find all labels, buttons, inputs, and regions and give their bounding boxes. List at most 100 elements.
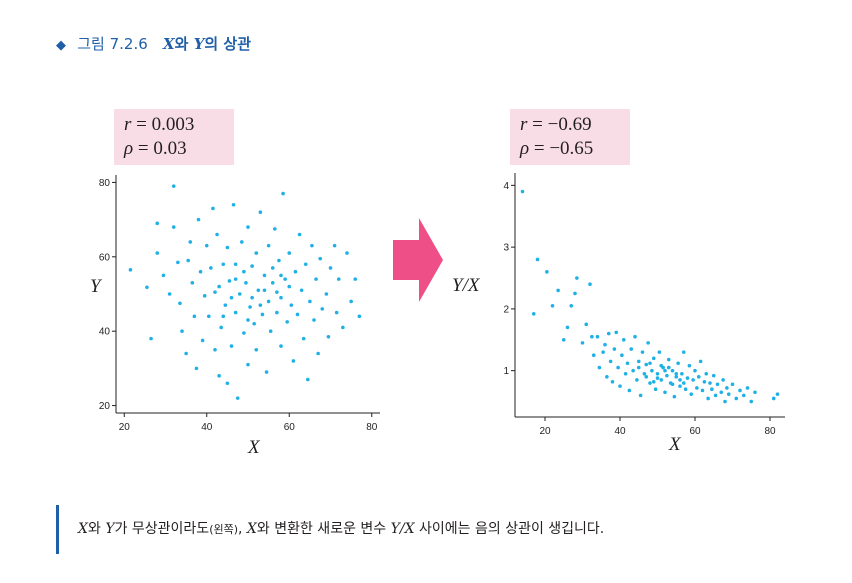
scatter-point <box>696 375 701 379</box>
footnote-t3: , <box>238 521 247 537</box>
scatter-point <box>231 202 236 207</box>
scatter-point <box>314 277 318 281</box>
scatter-point <box>730 382 735 387</box>
scatter-point <box>644 375 649 379</box>
scatter-point <box>283 277 287 281</box>
scatter-point <box>285 320 289 324</box>
scatter-point <box>775 392 780 396</box>
footnote-t2: 가 무상관이라도 <box>114 521 210 537</box>
scatter-point <box>681 350 686 354</box>
scatter-point <box>171 225 176 229</box>
scatter-point <box>145 285 149 290</box>
scatter-point <box>674 375 679 379</box>
scatter-point <box>640 350 645 354</box>
scatter-point <box>636 365 641 370</box>
scatter-point <box>161 273 166 278</box>
scatter-point <box>258 210 263 214</box>
scatter-point <box>332 243 337 248</box>
footnote-y1: Y <box>105 521 115 537</box>
scatter-point <box>749 399 754 404</box>
scatter-point <box>178 301 182 306</box>
scatter-point <box>676 361 680 366</box>
scatter-point <box>229 295 234 300</box>
scatter-point <box>680 371 684 376</box>
y-tick-label: 3 <box>503 243 509 254</box>
scatter-point <box>573 291 577 296</box>
footnote-t5: 사이에는 음의 상관이 생깁니다. <box>414 521 605 537</box>
scatter-point <box>209 266 213 270</box>
scatter-point <box>221 262 226 267</box>
scatter-point <box>248 305 252 309</box>
scatter-point <box>588 282 592 286</box>
caption-end: 의 상관 <box>204 35 252 53</box>
scatter-point <box>584 322 589 327</box>
left-correlation-box: r = 0.003 ρ = 0.03 <box>114 109 234 165</box>
scatter-point <box>128 268 133 272</box>
left-rho-value: = 0.03 <box>133 138 187 159</box>
right-rho-value: = −0.65 <box>529 138 594 159</box>
scatter-point <box>616 365 620 370</box>
scatter-point <box>556 288 560 293</box>
scatter-point <box>603 342 607 347</box>
scatter-point <box>233 310 238 315</box>
scatter-point <box>610 379 615 384</box>
scatter-point <box>289 303 294 307</box>
scatter-point <box>242 269 246 274</box>
scatter-point <box>233 262 238 267</box>
scatter-point <box>268 329 273 333</box>
scatter-point <box>149 336 153 341</box>
scatter-point <box>653 387 658 392</box>
x-tick-label: 40 <box>201 422 213 433</box>
scatter-point <box>198 269 203 274</box>
scatter-point <box>192 314 197 319</box>
right-r-line: r = −0.69 <box>520 113 620 137</box>
scatter-point <box>663 390 667 395</box>
scatter-point <box>655 371 660 376</box>
scatter-point <box>706 396 710 401</box>
scatter-point <box>180 329 184 333</box>
y-tick-label: 80 <box>99 178 111 189</box>
right-scatter-plot: 20 40 60 80 1 2 3 4 Y/X X <box>452 173 785 455</box>
scatter-point <box>213 290 217 294</box>
scatter-point <box>595 334 600 339</box>
scatter-point <box>620 353 624 358</box>
scatter-point <box>202 294 207 298</box>
scatter-point <box>254 251 259 255</box>
left-r-line: r = 0.003 <box>124 113 224 137</box>
scatter-point <box>771 396 776 401</box>
scatter-point <box>700 388 705 393</box>
scatter-point <box>745 386 750 390</box>
footnote: X와 Y가 무상관이라도(왼쪽), X와 변환한 새로운 변수 Y/X 사이에는… <box>78 518 604 538</box>
scatter-point <box>708 381 712 385</box>
scatter-point <box>672 394 677 399</box>
scatter-point <box>270 281 275 285</box>
scatter-point <box>242 331 246 335</box>
scatter-point <box>612 347 617 351</box>
scatter-point <box>681 381 686 385</box>
scatter-point <box>683 387 688 392</box>
scatter-point <box>297 232 302 237</box>
scatter-point <box>545 270 549 274</box>
scatter-point <box>215 232 219 237</box>
scatter-point <box>155 221 160 226</box>
figure-header: ◆ 그림 7.2.6 X와 Y의 상관 <box>56 33 251 54</box>
left-x-axis-title: X <box>247 437 261 458</box>
scatter-point <box>575 276 579 280</box>
footnote-t1: 와 <box>87 521 106 537</box>
footnote-accent-bar <box>56 505 59 554</box>
scatter-point <box>204 243 209 248</box>
scatter-point <box>171 184 176 188</box>
scatter-point <box>336 277 341 281</box>
scatter-point <box>184 351 188 356</box>
scatter-point <box>221 314 226 319</box>
scatter-point <box>223 303 228 307</box>
scatter-point <box>310 243 314 248</box>
scatter-point <box>301 336 306 341</box>
scatter-point <box>663 368 667 373</box>
footnote-yx: Y/X <box>390 521 415 537</box>
scatter-point <box>256 288 261 293</box>
scatter-point <box>345 251 349 255</box>
scatter-point <box>691 378 695 382</box>
scatter-point <box>520 189 525 194</box>
scatter-point <box>186 258 190 263</box>
